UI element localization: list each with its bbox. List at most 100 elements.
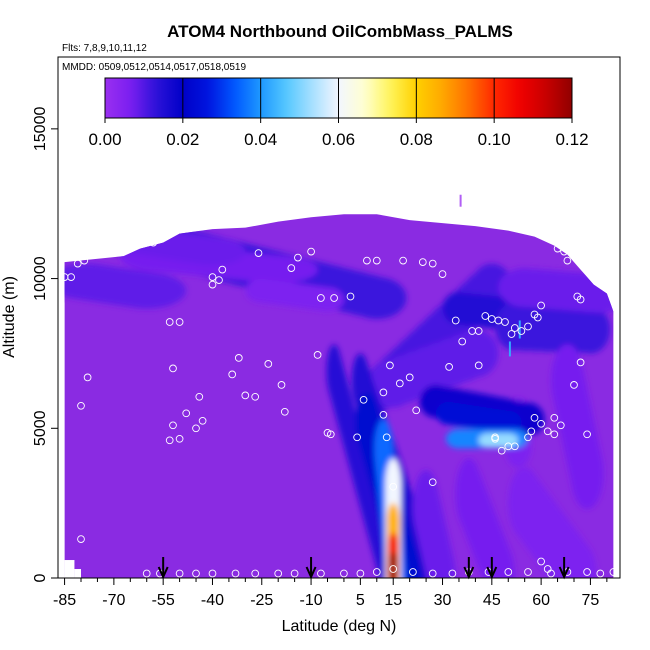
- no-data-gap: [64, 560, 75, 578]
- x-tick-label: 60: [532, 592, 550, 609]
- streak: [518, 320, 521, 339]
- plume-cell: [498, 433, 519, 448]
- dates-note: MMDD: 0509,0512,0514,0517,0518,0519: [62, 62, 246, 73]
- sample-point: [428, 569, 437, 578]
- sample-point: [175, 434, 184, 443]
- sample-point: [195, 392, 204, 401]
- sample-point: [428, 478, 437, 487]
- sample-point: [409, 568, 417, 576]
- streak: [459, 194, 462, 207]
- plume-cell: [389, 567, 397, 578]
- plume-cell: [311, 287, 344, 312]
- sample-point: [451, 316, 460, 325]
- sample-point: [372, 256, 381, 265]
- sample-point: [198, 416, 207, 425]
- x-tick-label: -10: [300, 592, 323, 609]
- colorbar-tick-label: 0.12: [555, 130, 588, 149]
- sample-point: [317, 294, 325, 302]
- plume-cell: [495, 410, 522, 434]
- sample-point: [116, 232, 125, 241]
- sample-point: [609, 568, 618, 576]
- sample-point: [77, 535, 85, 543]
- y-tick-label: 10000: [32, 256, 49, 301]
- x-tick-label: -40: [201, 592, 224, 609]
- sample-point: [537, 557, 545, 566]
- sample-point: [527, 427, 536, 436]
- colorbar-tick-label: 0.08: [400, 130, 433, 149]
- y-tick-label: 0: [32, 573, 49, 582]
- sample-point: [583, 430, 591, 439]
- sample-point: [389, 482, 398, 491]
- sample-point: [524, 433, 532, 442]
- sample-point: [395, 379, 404, 388]
- sample-point: [251, 569, 260, 578]
- y-tick-label: 5000: [32, 410, 49, 446]
- sample-point: [504, 568, 513, 576]
- sample-point: [208, 273, 217, 281]
- arrow-head: [157, 566, 169, 580]
- sample-point: [563, 256, 572, 265]
- sample-point: [290, 569, 299, 578]
- sample-point: [87, 240, 95, 248]
- no-data-gap: [58, 302, 65, 578]
- sample-point: [517, 327, 526, 335]
- sample-point: [267, 214, 276, 223]
- sample-point: [215, 276, 223, 284]
- sample-point: [560, 247, 568, 256]
- arrow-head: [558, 566, 570, 580]
- flight-arrow: [558, 557, 570, 580]
- sample-point: [165, 436, 174, 445]
- sample-point: [356, 569, 365, 578]
- sample-point: [77, 401, 85, 410]
- sample-point: [530, 413, 539, 422]
- colorbar-tick-label: 0.06: [322, 130, 355, 149]
- sample-point: [274, 569, 283, 578]
- sample-point: [182, 409, 191, 418]
- sample-point: [553, 244, 562, 253]
- sample-point: [543, 427, 552, 436]
- sample-point: [537, 301, 545, 310]
- colorbar-tick-label: 0.00: [88, 130, 121, 149]
- sample-point: [346, 292, 355, 301]
- y-axis-title: Altitude (m): [1, 276, 18, 358]
- sample-point: [294, 253, 302, 262]
- sample-point: [510, 442, 519, 451]
- sample-point: [192, 569, 200, 578]
- heatmap-streaks: [459, 194, 521, 357]
- sample-point: [524, 568, 532, 576]
- sample-point: [481, 312, 490, 320]
- sample-point: [596, 569, 605, 578]
- sample-point: [359, 395, 368, 404]
- sample-point: [533, 313, 542, 322]
- sample-point: [382, 433, 391, 442]
- colorbar: 0.00 0.02 0.04 0.06 0.08 0.10 0.12: [88, 77, 589, 149]
- sample-point: [103, 235, 112, 244]
- sample-point: [389, 565, 398, 573]
- sample-point: [228, 370, 237, 379]
- arrow-head: [463, 566, 475, 580]
- x-axis: -85 -70 -55 -40 -25 -10 5 15 30 45 60 75: [53, 578, 608, 609]
- sample-point: [497, 446, 506, 455]
- sample-point: [353, 433, 361, 442]
- sample-point: [474, 361, 483, 370]
- sample-point: [418, 258, 427, 266]
- plume-cell: [570, 437, 604, 510]
- flight-arrow: [463, 557, 475, 580]
- sample-point: [277, 381, 286, 389]
- plume-cell: [238, 256, 318, 284]
- sample-point: [438, 270, 447, 278]
- plume-cell: [179, 238, 246, 266]
- x-tick-label: -85: [53, 592, 76, 609]
- sample-point: [576, 358, 585, 367]
- x-tick-label: -25: [250, 592, 273, 609]
- flight-arrows: [157, 557, 570, 580]
- x-tick-label: 5: [356, 592, 365, 609]
- sample-point: [474, 327, 483, 335]
- sample-point: [399, 256, 407, 265]
- x-tick-label: 45: [483, 592, 501, 609]
- sample-point: [379, 410, 388, 419]
- sample-point: [570, 250, 578, 259]
- sample-point: [165, 318, 174, 326]
- arrow-head: [486, 566, 498, 580]
- x-tick-label: 15: [384, 592, 402, 609]
